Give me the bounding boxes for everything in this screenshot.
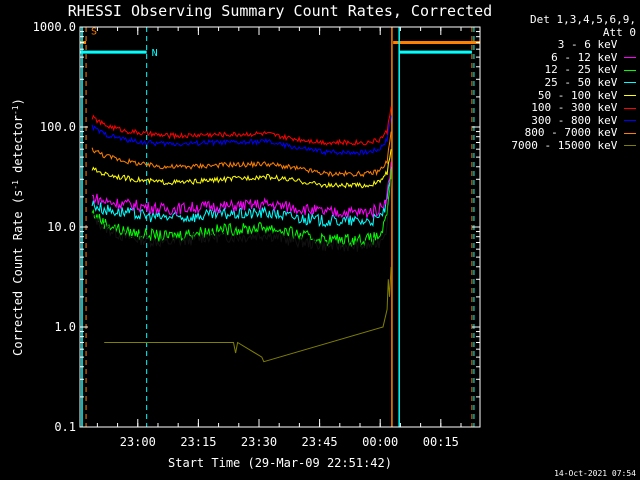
- legend-label-1: 6 - 12 keV: [551, 50, 624, 64]
- x-axis-label: Start Time (29-Mar-09 22:51:42): [168, 456, 392, 470]
- legend-swatch-5: [624, 107, 636, 109]
- series-line-6: [91, 115, 392, 156]
- legend-swatch-1: [624, 57, 636, 59]
- y-tick-label-1: 1.0: [54, 320, 76, 334]
- x-tick-label-5: 00:15: [423, 435, 459, 449]
- legend-label-7: 800 - 7000 keV: [524, 126, 624, 140]
- series-line-8: [104, 266, 392, 363]
- series-line-4: [91, 149, 392, 189]
- legend-label-6: 300 - 800 keV: [531, 113, 624, 127]
- series-line-3: [91, 166, 392, 228]
- legend-item-5: 100 - 300 keV: [478, 101, 636, 115]
- legend-label-5: 100 - 300 keV: [531, 101, 624, 115]
- legend-label-3: 25 - 50 keV: [544, 75, 624, 89]
- flag-label-N: N: [152, 48, 158, 59]
- legend-header-line-1: Det 1,3,4,5,6,9,: [530, 13, 636, 26]
- legend-item-3: 25 - 50 keV: [478, 75, 636, 90]
- legend-item-7: 800 - 7000 keV: [478, 127, 636, 140]
- legend-header-line-2: Att 0: [602, 25, 636, 39]
- legend-swatch-4: [624, 95, 636, 97]
- legend-swatch-7: [624, 132, 636, 134]
- legend-swatch-3: [624, 82, 636, 84]
- legend-item-4: 50 - 100 keV: [478, 88, 636, 103]
- legend-item-6: 300 - 800 keV: [478, 113, 636, 128]
- series-line-0: [91, 179, 392, 252]
- y-axis-label: Corrected Count Rate (s-1 detector-1): [11, 98, 26, 356]
- legend-swatch-0: [624, 44, 636, 47]
- axis-ticks: 0.1 1.0 10.0 100.0 1000.0 23:00 23:15 23:30 23:4…: [33, 20, 480, 449]
- legend-item-0: 3 - 6 keV: [478, 38, 636, 52]
- y-tick-label-0: 0.1: [54, 420, 76, 434]
- series-line-1: [91, 161, 392, 219]
- flag-label-S: S: [91, 26, 97, 37]
- legend-label-8: 7000 - 15000 keV: [511, 138, 624, 152]
- legend-item-1: 6 - 12 keV: [478, 50, 636, 65]
- chart-title: RHESSI Observing Summary Count Rates, Co…: [68, 2, 492, 20]
- x-tick-label-3: 23:45: [302, 435, 338, 449]
- legend-swatch-8: [624, 145, 636, 147]
- legend-label-2: 12 - 25 keV: [544, 63, 624, 77]
- x-tick-label-2: 23:30: [241, 435, 277, 449]
- y-tick-label-2: 10.0: [47, 220, 76, 234]
- y-tick-label-3: 100.0: [40, 120, 76, 134]
- legend-swatch-6: [624, 120, 636, 122]
- legend-swatch-2: [624, 69, 636, 71]
- x-tick-label-1: 23:15: [180, 435, 216, 449]
- legend-label-0: 3 - 6 keV: [557, 38, 624, 52]
- x-tick-label-4: 00:00: [362, 435, 398, 449]
- y-tick-label-4: 1000.0: [33, 20, 76, 34]
- legend: Det 1,3,4,5,6,9, Att 0 3 - 6 keV 6 - 12 …: [478, 13, 636, 153]
- legend-item-8: 7000 - 15000 keV: [478, 138, 636, 153]
- plot-frame: [79, 26, 481, 428]
- series-line-7: [91, 131, 392, 178]
- series-line-5: [91, 106, 392, 146]
- legend-label-4: 50 - 100 keV: [537, 88, 624, 102]
- x-tick-label-0: 23:00: [120, 435, 156, 449]
- footer-timestamp: 14-Oct-2021 07:54: [554, 469, 636, 478]
- legend-item-2: 12 - 25 keV: [478, 64, 636, 77]
- plot-area: SN: [80, 26, 480, 427]
